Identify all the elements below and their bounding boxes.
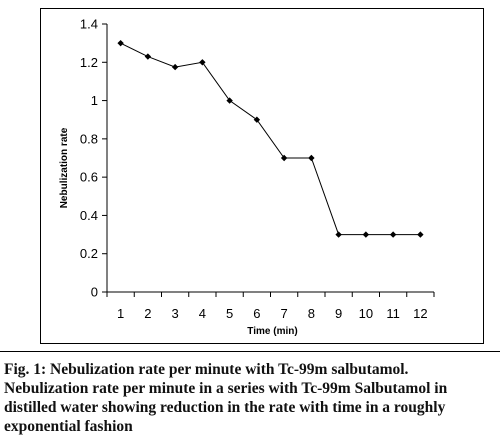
x-axis-label: Time (min) [247,326,297,337]
x-tick-label: 9 [335,306,342,321]
figure-caption: Fig. 1: Nebulization rate per minute wit… [4,360,496,436]
caption-line-3: distilled water showing reduction in the… [4,399,446,416]
y-tick-label: 1 [91,93,98,108]
line-chart: 00.20.40.60.811.21.41 2 3 4 5 6 7 8 9 10 11 12 Nebu… [59,17,435,337]
data-point [199,59,206,66]
data-point [389,231,397,238]
x-tick-label: 11 [386,306,400,321]
chart-frame [40,8,484,344]
y-tick-label: 0.4 [80,208,98,223]
data-point [417,231,424,238]
y-tick-label: 1.4 [80,17,98,32]
x-tick-label: 4 [199,306,206,321]
x-tick-label: 5 [226,306,233,321]
y-tick-label: 1.2 [80,55,98,70]
data-point [171,63,179,71]
data-point [362,231,370,238]
caption-line-2: Nebulization rate per minute in a series… [4,380,448,397]
y-tick-label: 0.8 [80,131,98,146]
x-tick-label: 1 [117,306,124,321]
y-axis-label: Nebulization rate [59,127,70,208]
caption-line-1: Fig. 1: Nebulization rate per minute wit… [4,361,409,378]
y-tick-label: 0.2 [80,246,98,261]
data-point [335,231,342,238]
x-tick-label: 10 [359,306,373,321]
x-tick-label: 8 [308,306,315,321]
data-point [144,53,152,60]
x-tick-label: 6 [253,306,260,321]
series-line [120,42,421,236]
chart-axes: 00.20.40.60.811.21.41 2 3 4 5 6 7 8 9 10 11 12 [80,17,435,321]
y-tick-label: 0 [91,285,98,300]
data-point [226,97,233,104]
caption-line-4: exponential fashion [4,418,133,435]
chart-marks [117,39,424,238]
data-point [117,39,124,47]
data-point [253,116,261,123]
caption-divider [0,351,500,352]
x-tick-label: 3 [172,306,179,321]
data-point [308,154,315,162]
x-tick-label: 12 [413,306,427,321]
x-tick-label: 2 [144,306,151,321]
y-tick-label: 0.6 [80,170,98,185]
data-point [280,154,288,162]
x-tick-label: 7 [281,306,288,321]
